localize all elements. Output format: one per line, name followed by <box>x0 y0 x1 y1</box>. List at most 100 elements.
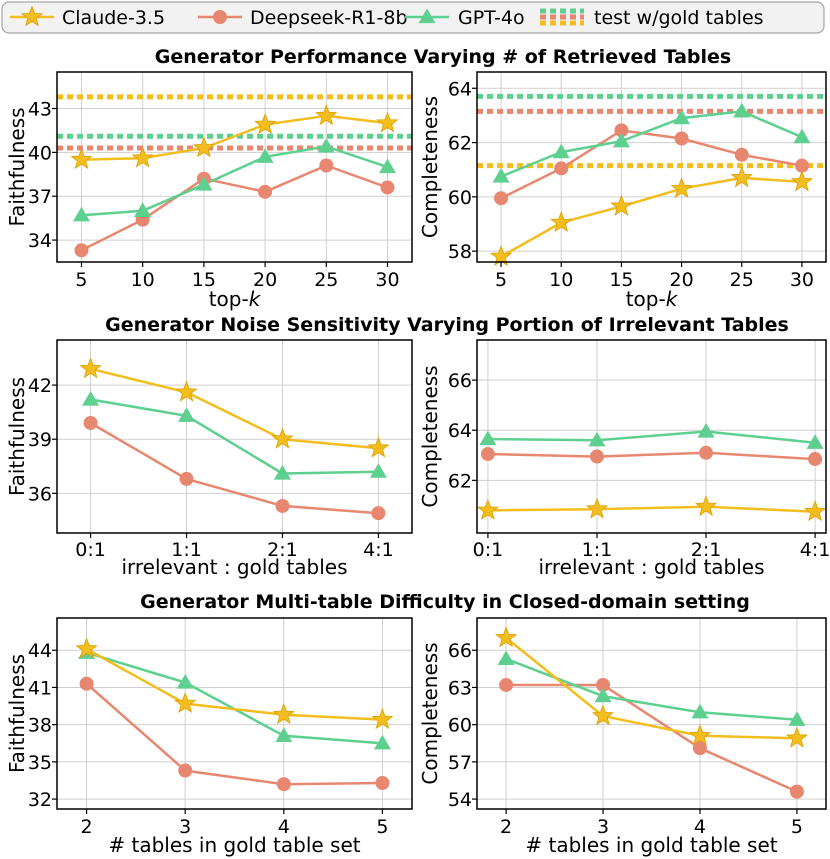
x-tick-label: 25 <box>730 269 754 291</box>
legend-marker <box>20 5 44 27</box>
plot-frame <box>56 617 413 810</box>
series-line <box>500 129 803 200</box>
x-axis-label: # tables in gold table set <box>108 833 360 857</box>
series-line <box>90 367 379 450</box>
data-point <box>734 147 749 162</box>
series-line <box>505 657 797 721</box>
y-axis-label: Faithfulness <box>5 377 29 496</box>
y-tick-label: 60 <box>448 715 472 737</box>
legend-label: Claude-3.5 <box>62 7 165 29</box>
data-point <box>614 123 629 138</box>
data-point <box>673 109 691 125</box>
y-tick-label: 39 <box>28 429 52 451</box>
data-point <box>70 148 93 170</box>
plot-frame <box>476 339 827 534</box>
chart-panel-r1c2: 5 10 15 20 25 30 58 60 62 64 Completeness top-k <box>418 71 827 311</box>
y-tick-label: 64 <box>448 420 472 442</box>
data-point <box>192 136 215 158</box>
series-line <box>500 176 802 258</box>
data-point <box>499 677 514 692</box>
data-point <box>552 143 570 159</box>
data-point <box>697 422 715 438</box>
data-point <box>596 677 611 692</box>
row-title-3: Generator Multi-table Difficulty in Clos… <box>140 591 750 613</box>
data-point <box>79 676 94 691</box>
data-point <box>369 463 387 478</box>
data-point <box>476 498 499 520</box>
y-tick-label: 32 <box>28 789 52 811</box>
y-tick-label: 58 <box>448 241 472 263</box>
data-point <box>674 131 689 146</box>
data-point <box>730 166 753 188</box>
data-point <box>83 415 98 430</box>
data-point <box>179 471 194 486</box>
data-point <box>195 176 213 191</box>
series-line <box>506 683 798 793</box>
x-tick-label: 0:1 <box>473 539 504 561</box>
data-point <box>804 500 827 522</box>
y-tick-label: 36 <box>28 483 52 505</box>
y-axis-label: Completeness <box>418 365 442 507</box>
y-tick-label: 62 <box>448 133 472 155</box>
series-line <box>487 451 816 461</box>
data-point <box>589 449 604 464</box>
data-point <box>790 170 813 192</box>
data-point <box>808 452 823 467</box>
x-tick-label: 1:1 <box>582 539 613 561</box>
x-tick-label: 30 <box>790 269 814 291</box>
legend-entry: Claude-3.5 <box>10 5 165 29</box>
x-tick-label: 10 <box>131 269 155 291</box>
x-tick-label: 4:1 <box>363 539 394 561</box>
y-tick-label: 40 <box>28 142 52 164</box>
data-point <box>254 112 277 135</box>
series-line <box>500 110 803 178</box>
data-point <box>373 734 391 750</box>
data-point <box>793 128 811 144</box>
data-point <box>379 158 397 174</box>
chart-panel-r2c2: 0:1 1:1 2:1 4:1 62 64 66 Completeness irrelevant… <box>418 339 830 579</box>
data-point <box>134 202 152 217</box>
data-point <box>131 146 154 168</box>
series-line <box>90 398 379 475</box>
y-tick-label: 34 <box>28 230 52 252</box>
data-point <box>550 210 573 233</box>
data-point <box>594 687 612 703</box>
data-point <box>319 158 334 173</box>
legend-entry: GPT-4o <box>405 7 525 29</box>
y-tick-label: 54 <box>448 789 472 811</box>
data-point <box>733 102 751 118</box>
data-point <box>176 673 194 689</box>
x-tick-label: 1:1 <box>171 539 202 561</box>
data-point <box>588 431 606 447</box>
data-point <box>82 391 100 406</box>
data-point <box>495 626 518 648</box>
row-title-1: Generator Performance Varying # of Retri… <box>155 46 731 68</box>
data-point <box>806 434 824 449</box>
x-tick-label: 5 <box>75 269 87 291</box>
legend-marker <box>418 8 436 24</box>
y-tick-label: 62 <box>448 470 472 492</box>
y-tick-label: 66 <box>448 370 472 392</box>
x-tick-label: 4 <box>694 816 706 838</box>
data-point <box>612 132 630 148</box>
data-point <box>494 191 509 206</box>
x-tick-label: 5 <box>495 269 507 291</box>
data-point <box>788 711 806 726</box>
row-title-2: Generator Noise Sensitivity Varying Port… <box>105 314 789 336</box>
data-point <box>480 447 495 462</box>
x-tick-label: 15 <box>609 269 633 291</box>
data-point <box>554 161 569 176</box>
x-tick-label: 0:1 <box>75 539 106 561</box>
data-point <box>272 703 295 725</box>
y-tick-label: 63 <box>448 677 472 699</box>
data-point <box>785 726 808 748</box>
data-point <box>271 427 294 449</box>
series-line <box>487 505 816 513</box>
data-point <box>497 650 515 666</box>
data-point <box>376 111 399 133</box>
x-axis-label: irrelevant : gold tables <box>121 555 347 579</box>
data-point <box>694 495 718 517</box>
